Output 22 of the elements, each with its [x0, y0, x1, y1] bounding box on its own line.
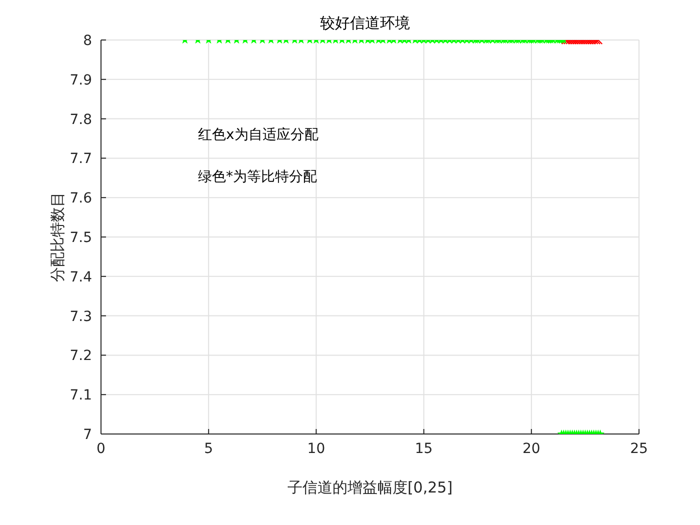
- y-tick-label: 7.8: [70, 112, 92, 128]
- y-tick-label: 7.9: [70, 72, 92, 88]
- annotation: 绿色*为等比特分配: [198, 168, 317, 186]
- y-tick-label: 7.5: [70, 230, 92, 246]
- x-tick-label: 25: [630, 440, 648, 457]
- y-tick-label: 7.4: [70, 269, 92, 286]
- y-axis-title: 分配比特数目: [48, 192, 66, 282]
- y-tick-label: 7.3: [70, 308, 92, 325]
- y-tick-label: 7.1: [70, 388, 92, 404]
- annotation: 红色x为自适应分配: [198, 126, 318, 144]
- x-tick-label: 20: [522, 440, 540, 457]
- x-axis-title: 子信道的增益幅度[0,25]: [287, 478, 453, 497]
- y-tick-label: 7.2: [70, 348, 92, 364]
- y-tick-label: 7: [83, 426, 92, 443]
- y-tick-label: 7.7: [70, 151, 92, 168]
- chart-title: 较好信道环境: [319, 14, 411, 33]
- y-tick-label: 8: [83, 32, 92, 49]
- x-tick-label: 10: [307, 440, 326, 457]
- x-tick-label: 15: [414, 440, 433, 457]
- x-tick-label: 5: [204, 440, 214, 457]
- x-tick-label: 0: [96, 440, 106, 457]
- y-tick-label: 7.6: [70, 190, 92, 207]
